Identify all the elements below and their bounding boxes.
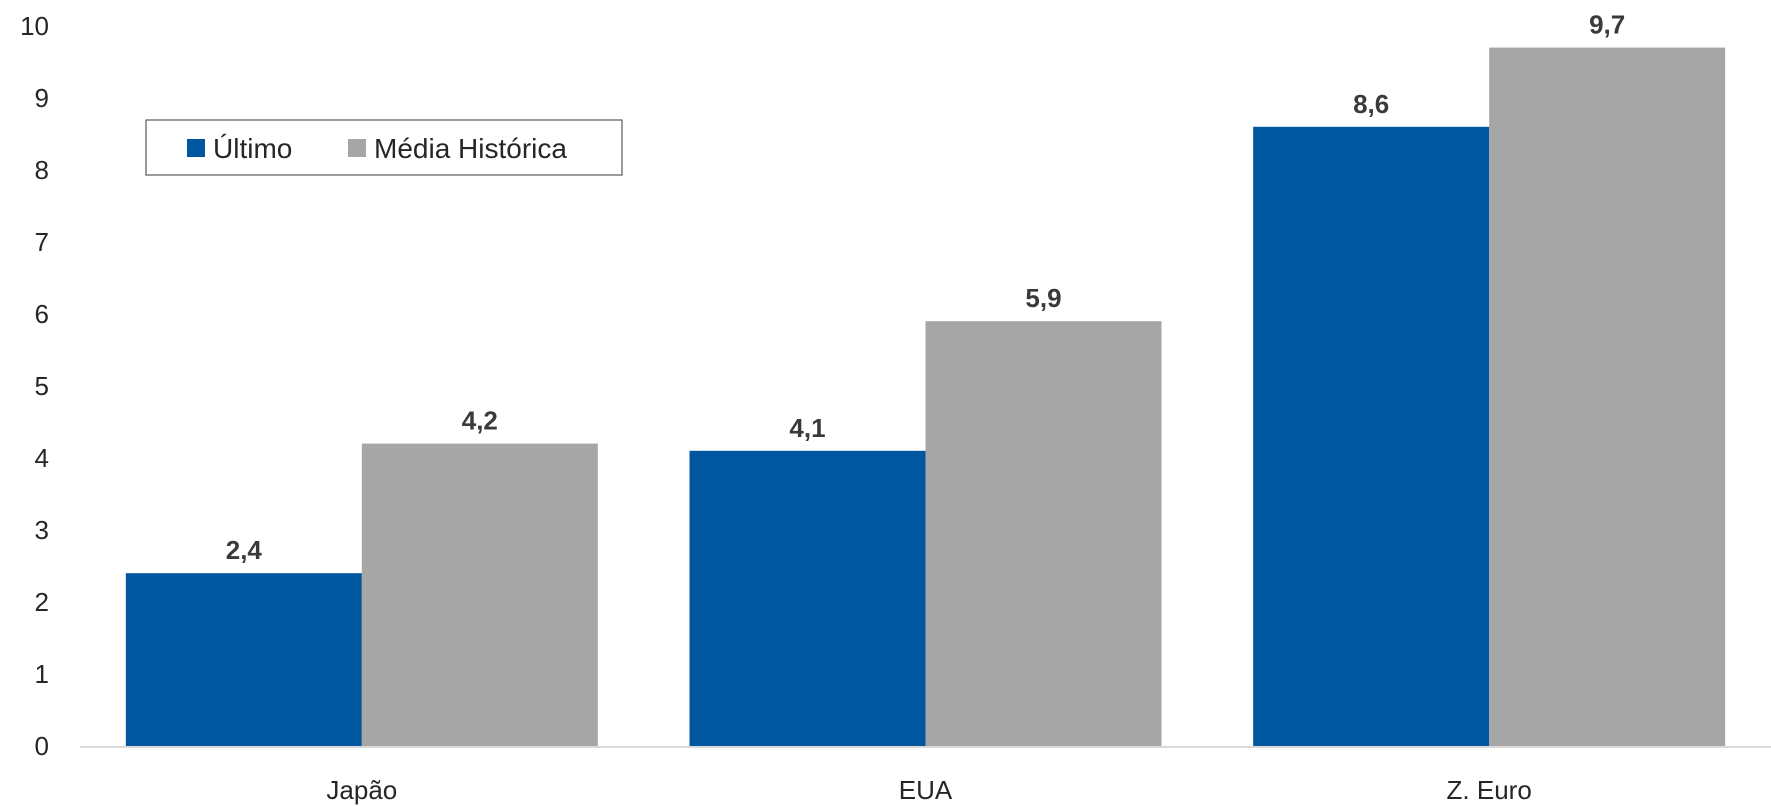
legend-swatch-ultimo [187, 139, 205, 157]
data-label-media-historica: 5,9 [1025, 283, 1061, 313]
legend-swatch-media-historica [348, 139, 366, 157]
y-tick-label: 4 [35, 443, 49, 473]
y-axis: 0 1 2 3 4 5 6 7 8 9 10 [20, 11, 49, 761]
bar-media-historica [361, 443, 598, 746]
x-tick-label: Japão [326, 775, 397, 805]
x-axis: Japão EUA Z. Euro [326, 775, 1531, 805]
x-tick-label: EUA [899, 775, 953, 805]
bars [125, 47, 1726, 747]
y-tick-label: 2 [35, 587, 49, 617]
y-tick-label: 3 [35, 515, 49, 545]
bar-media-historica [1489, 47, 1726, 747]
data-label-media-historica: 4,2 [462, 406, 498, 436]
bar-ultimo [1253, 126, 1490, 747]
y-tick-label: 10 [20, 11, 49, 41]
y-tick-label: 8 [35, 155, 49, 185]
bar-ultimo [689, 450, 926, 746]
legend-box [145, 119, 623, 176]
data-label-ultimo: 4,1 [789, 413, 825, 443]
y-tick-label: 5 [35, 371, 49, 401]
legend-label-media-historica: Média Histórica [374, 133, 567, 164]
y-tick-label: 7 [35, 227, 49, 257]
bar-media-historica [925, 321, 1162, 746]
y-tick-label: 0 [35, 731, 49, 761]
y-tick-label: 6 [35, 299, 49, 329]
x-tick-label: Z. Euro [1447, 775, 1532, 805]
legend: Último Média Histórica [145, 119, 623, 176]
data-label-media-historica: 9,7 [1589, 10, 1625, 40]
legend-label-ultimo: Último [213, 133, 292, 164]
y-tick-label: 9 [35, 83, 49, 113]
y-tick-label: 1 [35, 659, 49, 689]
data-labels: 2,4 4,2 4,1 5,9 8,6 9,7 [226, 10, 1625, 566]
bar-ultimo [125, 573, 362, 746]
data-label-ultimo: 2,4 [226, 535, 263, 565]
data-label-ultimo: 8,6 [1353, 89, 1389, 119]
